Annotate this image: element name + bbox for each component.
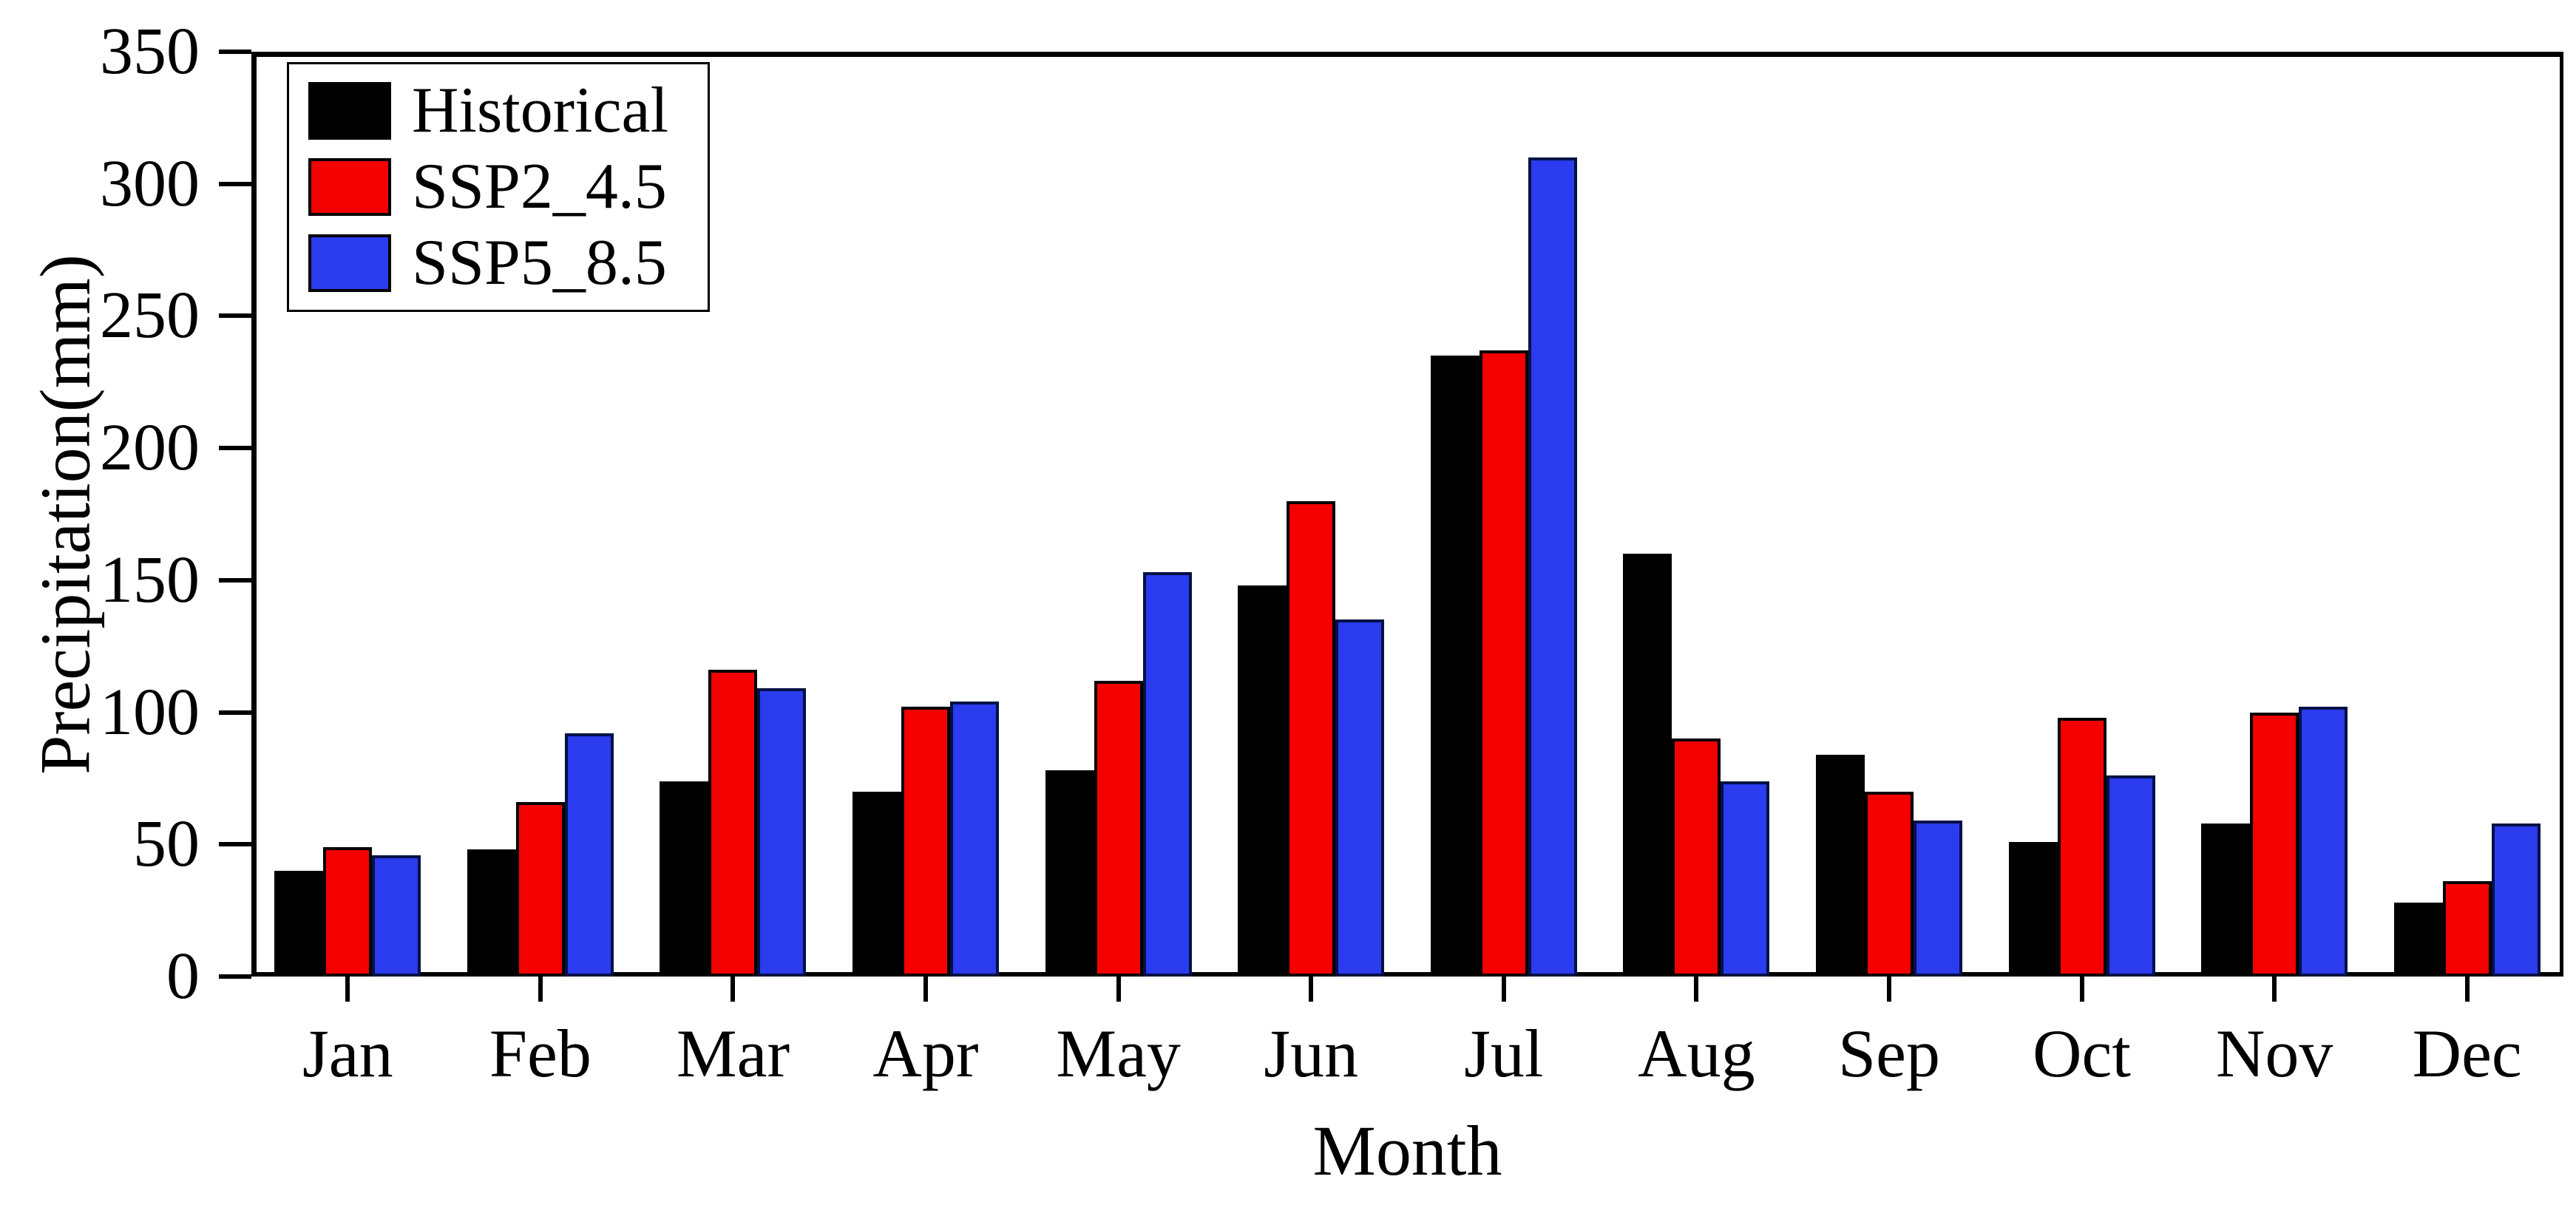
legend-label-ssp5_8.5: SSP5_8.5 (412, 227, 667, 299)
y-tick-50 (219, 842, 251, 847)
bar-mar-historical (660, 781, 709, 977)
bar-nov-ssp5_8.5 (2299, 707, 2348, 977)
x-tick-label-feb: Feb (489, 1016, 592, 1091)
y-tick-100 (219, 710, 251, 715)
bar-jul-historical (1430, 356, 1479, 977)
x-axis-title: Month (1312, 1111, 1502, 1190)
legend: Historical SSP2_4.5 SSP5_8.5 (287, 62, 710, 312)
x-tick-jun (1309, 977, 1314, 1002)
bar-feb-ssp5_8.5 (564, 733, 614, 977)
x-tick-label-dec: Dec (2412, 1016, 2522, 1091)
x-tick-label-nov: Nov (2215, 1016, 2333, 1091)
x-tick-mar (731, 977, 736, 1002)
y-tick-label-300: 300 (100, 146, 200, 220)
bar-jan-historical (274, 871, 324, 977)
bar-dec-ssp5_8.5 (2491, 823, 2541, 977)
bar-jun-ssp5_8.5 (1335, 619, 1385, 977)
legend-label-historical: Historical (412, 75, 669, 146)
x-tick-oct (2079, 977, 2084, 1002)
bar-jun-historical (1238, 585, 1287, 977)
bar-jan-ssp2_4.5 (323, 846, 373, 977)
x-tick-label-aug: Aug (1638, 1016, 1755, 1091)
y-axis-title: Precipitation(mm) (25, 254, 105, 775)
x-tick-label-jan: Jan (302, 1016, 393, 1091)
y-tick-label-200: 200 (100, 411, 200, 485)
bar-aug-ssp5_8.5 (1721, 781, 1770, 977)
bar-feb-historical (467, 849, 516, 977)
bar-may-ssp5_8.5 (1142, 572, 1192, 977)
y-tick-250 (219, 313, 251, 319)
bar-apr-ssp2_4.5 (901, 707, 951, 977)
x-tick-feb (538, 977, 543, 1002)
y-tick-label-250: 250 (100, 279, 200, 353)
legend-swatch-ssp2_4.5 (308, 158, 391, 216)
legend-swatch-historical (308, 82, 391, 140)
x-tick-apr (923, 977, 929, 1002)
legend-label-ssp2_4.5: SSP2_4.5 (412, 151, 667, 223)
bar-jul-ssp5_8.5 (1528, 157, 1577, 977)
x-tick-label-sep: Sep (1837, 1016, 1940, 1091)
bar-sep-historical (1815, 754, 1865, 977)
legend-entry-ssp5_8.5: SSP5_8.5 (308, 228, 708, 299)
y-tick-300 (219, 181, 251, 186)
legend-entry-ssp2_4.5: SSP2_4.5 (308, 152, 708, 223)
y-tick-label-50: 50 (133, 807, 200, 881)
legend-swatch-ssp5_8.5 (308, 234, 391, 292)
y-tick-label-0: 0 (166, 940, 200, 1013)
bar-nov-historical (2201, 823, 2251, 977)
bar-oct-historical (2008, 841, 2058, 977)
bar-feb-ssp2_4.5 (515, 802, 565, 977)
bar-nov-ssp2_4.5 (2250, 712, 2299, 977)
x-tick-may (1116, 977, 1121, 1002)
bar-mar-ssp5_8.5 (757, 688, 807, 977)
bar-jun-ssp2_4.5 (1287, 500, 1336, 977)
x-tick-dec (2464, 977, 2470, 1002)
bar-sep-ssp5_8.5 (1913, 821, 1962, 977)
y-tick-0 (219, 974, 251, 979)
x-tick-jul (1501, 977, 1506, 1002)
x-tick-label-oct: Oct (2033, 1016, 2131, 1091)
y-tick-150 (219, 577, 251, 583)
legend-entry-historical: Historical (308, 75, 708, 146)
x-tick-label-jul: Jul (1464, 1016, 1544, 1091)
bar-apr-historical (853, 791, 902, 977)
bar-mar-ssp2_4.5 (708, 670, 758, 977)
bar-aug-ssp2_4.5 (1672, 738, 1721, 977)
y-tick-350 (219, 50, 251, 54)
x-tick-jan (345, 977, 350, 1002)
bar-oct-ssp5_8.5 (2106, 775, 2155, 977)
bar-dec-ssp2_4.5 (2442, 881, 2492, 977)
x-tick-aug (1694, 977, 1699, 1002)
bar-may-ssp2_4.5 (1094, 680, 1143, 977)
x-tick-sep (1886, 977, 1891, 1002)
y-tick-label-150: 150 (100, 543, 200, 617)
bar-jul-ssp2_4.5 (1479, 350, 1528, 977)
bar-oct-ssp2_4.5 (2057, 717, 2106, 977)
bar-sep-ssp2_4.5 (1864, 791, 1914, 977)
y-tick-200 (219, 446, 251, 451)
bar-aug-historical (1623, 554, 1672, 977)
x-tick-label-mar: Mar (676, 1016, 790, 1091)
x-tick-label-may: May (1056, 1016, 1181, 1091)
bar-may-historical (1045, 770, 1094, 977)
y-tick-label-100: 100 (100, 675, 200, 749)
x-tick-nov (2272, 977, 2277, 1002)
x-tick-label-apr: Apr (872, 1016, 979, 1091)
y-tick-label-350: 350 (100, 15, 200, 88)
bar-dec-historical (2393, 902, 2443, 977)
x-tick-label-jun: Jun (1264, 1016, 1359, 1091)
bar-apr-ssp5_8.5 (950, 702, 1000, 977)
bar-jan-ssp5_8.5 (372, 855, 421, 977)
